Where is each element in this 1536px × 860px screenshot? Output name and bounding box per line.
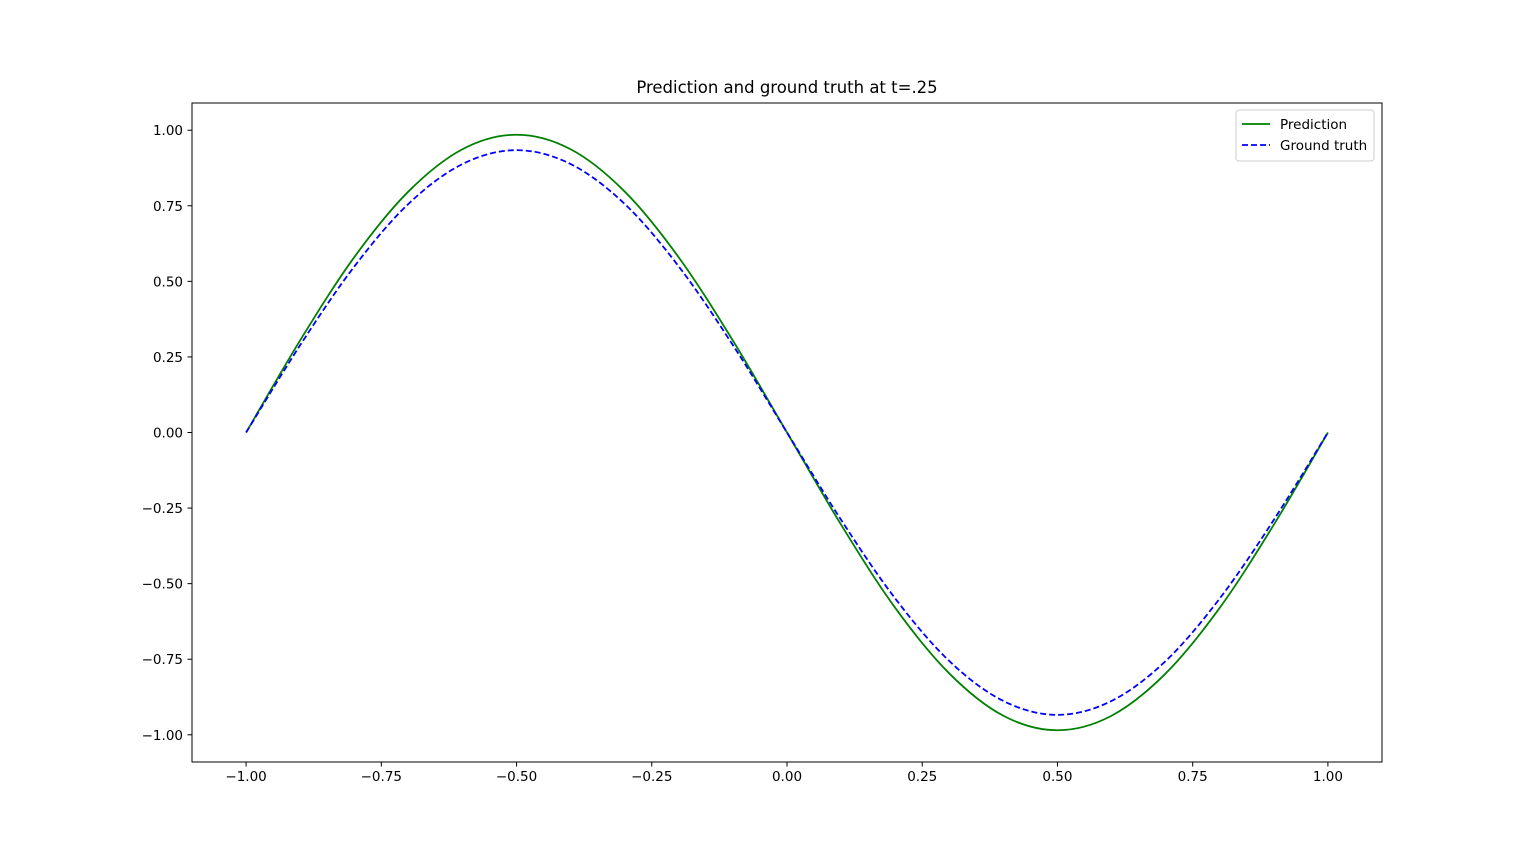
- y-tick-label: −1.00: [142, 728, 183, 744]
- x-tick-label: −0.75: [361, 769, 402, 785]
- x-tick-label: 0.50: [1042, 769, 1072, 785]
- y-tick-label: −0.25: [142, 501, 183, 517]
- x-tick-label: 1.00: [1313, 769, 1343, 785]
- x-tick-label: −0.25: [631, 769, 672, 785]
- legend-label: Ground truth: [1280, 138, 1367, 154]
- y-tick-label: 0.25: [153, 350, 183, 366]
- plot-area: [245, 133, 1329, 732]
- x-tick-label: 0.75: [1178, 769, 1208, 785]
- y-tick-label: −0.75: [142, 652, 183, 668]
- series-line-ground-truth: [245, 149, 1329, 716]
- y-tick-label: 0.50: [153, 274, 183, 290]
- legend-label: Prediction: [1280, 117, 1347, 133]
- x-tick-label: 0.00: [772, 769, 802, 785]
- legend: Prediction Ground truth: [1235, 109, 1375, 162]
- x-tick-label: −1.00: [225, 769, 266, 785]
- y-tick-label: 0.00: [153, 426, 183, 442]
- series-line-prediction: [245, 133, 1329, 732]
- y-tick-label: 0.75: [153, 199, 183, 215]
- y-tick-label: −0.50: [142, 577, 183, 593]
- legend-box: [1235, 109, 1375, 162]
- y-axis: 1.00 0.75 0.50 0.25 0.00 −0.25 −0.50 −0.75 −1.00: [142, 123, 192, 744]
- chart-title: Prediction and ground truth at t=.25: [636, 78, 937, 97]
- x-tick-label: −0.50: [496, 769, 537, 785]
- x-tick-label: 0.25: [907, 769, 937, 785]
- y-tick-label: 1.00: [153, 123, 183, 139]
- x-axis: −1.00 −0.75 −0.50 −0.25 0.00 0.25 0.50 0.75 1.00: [225, 762, 1343, 785]
